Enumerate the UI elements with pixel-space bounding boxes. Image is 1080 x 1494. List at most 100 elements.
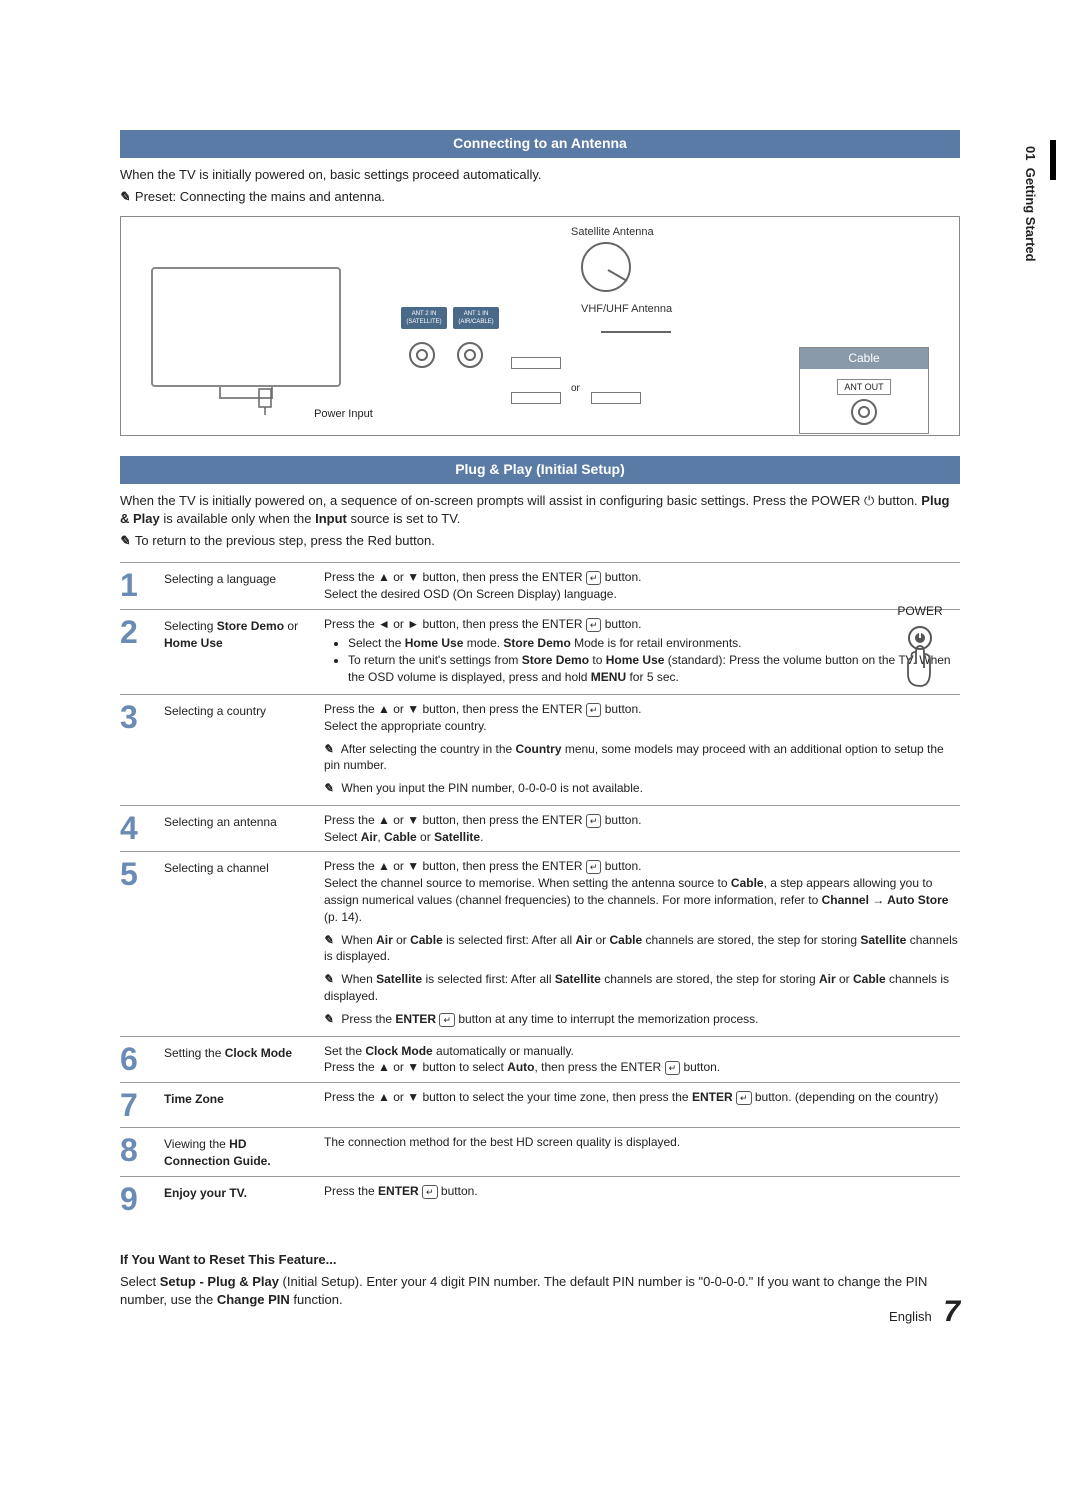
plug-icon: [251, 387, 281, 417]
step-number: 1: [120, 569, 154, 603]
step-line: Press the ▲ or ▼ button to select the yo…: [324, 1089, 960, 1106]
cable-box: Cable ANT OUT: [799, 347, 929, 434]
hand-press-icon: [890, 624, 950, 694]
step-line: Press the ▲ or ▼ button to select Auto, …: [324, 1059, 960, 1076]
preset-note: ✎Preset: Connecting the mains and antenn…: [120, 188, 960, 206]
step-body: Set the Clock Mode automatically or manu…: [324, 1043, 960, 1077]
step-note: ✎ When you input the PIN number, 0-0-0-0…: [324, 780, 960, 797]
chapter-label: 01 Getting Started: [1021, 140, 1039, 262]
port-ant1: ANT 1 IN(AIR/CABLE): [453, 307, 499, 329]
antenna-ports: ANT 2 IN(SATELLITE) ANT 1 IN(AIR/CABLE): [401, 307, 499, 329]
section-heading-plugplay: Plug & Play (Initial Setup): [120, 456, 960, 484]
step-note: ✎ Press the ENTER ↵ button at any time t…: [324, 1011, 960, 1028]
step-line: Press the ENTER ↵ button.: [324, 1183, 960, 1200]
antenna-diagram: Satellite Antenna ANT 2 IN(SATELLITE) AN…: [120, 216, 960, 436]
step-line: Press the ▲ or ▼ button, then press the …: [324, 569, 960, 586]
coax-1: [409, 342, 435, 368]
note-icon: ✎: [323, 1011, 336, 1028]
note-icon: ✎: [118, 532, 132, 550]
satellite-dish-icon: [581, 242, 631, 292]
step-number: 8: [120, 1134, 154, 1170]
port-ant2: ANT 2 IN(SATELLITE): [401, 307, 447, 329]
step-line: Press the ▲ or ▼ button, then press the …: [324, 701, 960, 718]
step-row: 5Selecting a channel Press the ▲ or ▼ but…: [120, 851, 960, 1035]
bullet-item: To return the unit's settings from Store…: [348, 652, 960, 686]
step-line: Press the ▲ or ▼ button, then press the …: [324, 812, 960, 829]
return-note-text: To return to the previous step, press th…: [135, 533, 435, 548]
vhf-label: VHF/UHF Antenna: [581, 302, 672, 317]
section-heading-antenna: Connecting to an Antenna: [120, 130, 960, 158]
step-line: Select the desired OSD (On Screen Displa…: [324, 586, 960, 603]
step-line: The connection method for the best HD sc…: [324, 1134, 960, 1151]
step-body: Press the ▲ or ▼ button, then press the …: [324, 701, 960, 799]
step-title: Selecting a channel: [164, 858, 314, 1029]
step-body: Press the ENTER ↵ button.: [324, 1183, 960, 1215]
steps-list: 1 Selecting a language Press the ▲ or ▼ bu…: [120, 562, 960, 1221]
or-label: or: [571, 382, 580, 396]
step-title: Selecting an antenna: [164, 812, 314, 846]
antenna-intro: When the TV is initially powered on, bas…: [120, 166, 960, 184]
footer-lang: English: [889, 1309, 932, 1324]
step-bullets: Select the Home Use mode. Store Demo Mod…: [348, 635, 960, 686]
tv-outline: [151, 267, 341, 387]
ant-out-label: ANT OUT: [837, 379, 890, 396]
plugplay-intro: When the TV is initially powered on, a s…: [120, 492, 960, 528]
note-icon: ✎: [323, 780, 336, 797]
step-body: Press the ▲ or ▼ button, then press the …: [324, 858, 960, 1029]
step-note: ✎ When Satellite is selected first: Afte…: [324, 971, 960, 1005]
note-icon: ✎: [323, 971, 336, 988]
step-line: Select Air, Cable or Satellite.: [324, 829, 960, 846]
coax-out: [851, 399, 877, 425]
step-title: Selecting Store Demo or Home Use: [164, 616, 314, 688]
chapter-title: Getting Started: [1023, 168, 1038, 262]
step-title: Enjoy your TV.: [164, 1183, 314, 1215]
step-title: Selecting a country: [164, 701, 314, 799]
step-title: Viewing the HD Connection Guide.: [164, 1134, 314, 1170]
step-row: 7 Time Zone Press the ▲ or ▼ button to sel…: [120, 1082, 960, 1127]
reset-section: If You Want to Reset This Feature... Sel…: [120, 1251, 960, 1310]
step-title: Time Zone: [164, 1089, 314, 1121]
step-row: 2Selecting Store Demo or Home Use Press t…: [120, 609, 960, 694]
chapter-tab: 01 Getting Started: [1010, 140, 1050, 262]
coax-2: [457, 342, 483, 368]
step-number: 6: [120, 1043, 154, 1077]
step-number: 9: [120, 1183, 154, 1215]
step-title: Setting the Clock Mode: [164, 1043, 314, 1077]
vhf-antenna-icon: [601, 317, 671, 347]
power-label: POWER: [890, 603, 950, 620]
step-number: 7: [120, 1089, 154, 1121]
reset-body: Select Setup - Plug & Play (Initial Setu…: [120, 1273, 960, 1309]
step-number: 5: [120, 858, 154, 1029]
step-body: Press the ▲ or ▼ button, then press the …: [324, 812, 960, 846]
step-number: 3: [120, 701, 154, 799]
return-note: ✎To return to the previous step, press t…: [120, 532, 960, 550]
power-input-label: Power Input: [314, 408, 373, 420]
step-number: 4: [120, 812, 154, 846]
step-line: Press the ▲ or ▼ button, then press the …: [324, 858, 960, 875]
connector-3: [591, 392, 641, 404]
step-body: Press the ▲ or ▼ button, then press the …: [324, 569, 960, 603]
step-title: Selecting a language: [164, 569, 314, 603]
connector-1: [511, 357, 561, 369]
reset-heading: If You Want to Reset This Feature...: [120, 1251, 960, 1269]
note-icon: ✎: [323, 932, 336, 949]
step-body: Press the ◄ or ► button, then press the …: [324, 616, 960, 688]
step-row: 3Selecting a country Press the ▲ or ▼ but…: [120, 694, 960, 805]
bullet-item: Select the Home Use mode. Store Demo Mod…: [348, 635, 960, 652]
tab-marker: [1050, 140, 1056, 180]
chapter-num: 01: [1023, 146, 1038, 160]
step-note: ✎ When Air or Cable is selected first: A…: [324, 932, 960, 966]
page-footer: English 7: [889, 1291, 960, 1333]
connector-2: [511, 392, 561, 404]
footer-page: 7: [943, 1295, 960, 1328]
step-row: 9 Enjoy your TV. Press the ENTER ↵ button.: [120, 1176, 960, 1221]
step-row: 1 Selecting a language Press the ▲ or ▼ bu…: [120, 562, 960, 609]
cable-body: ANT OUT: [800, 369, 928, 434]
step-line: Set the Clock Mode automatically or manu…: [324, 1043, 960, 1060]
step-line: Select the appropriate country.: [324, 718, 960, 735]
preset-note-text: Preset: Connecting the mains and antenna…: [135, 189, 385, 204]
note-icon: ✎: [323, 741, 336, 758]
cable-head: Cable: [800, 348, 928, 369]
step-line: Press the ◄ or ► button, then press the …: [324, 616, 960, 633]
step-number: 2: [120, 616, 154, 688]
